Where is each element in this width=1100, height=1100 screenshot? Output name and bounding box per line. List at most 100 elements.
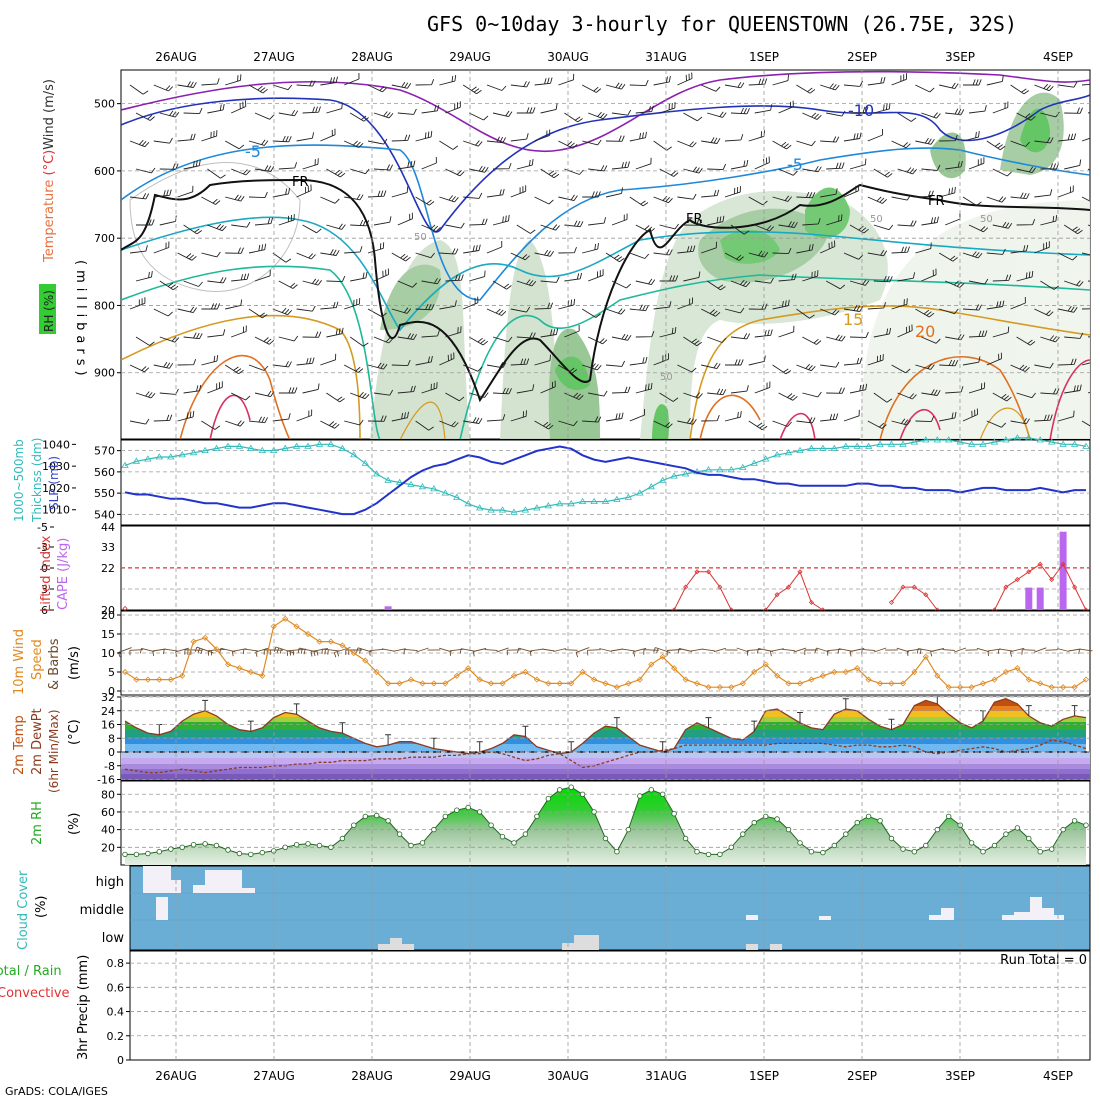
wind-barb	[897, 272, 916, 282]
y-tick-label: 0	[108, 746, 115, 759]
wind-barb	[153, 137, 173, 144]
wind-barb	[516, 384, 535, 394]
temperature-label: Temperature	[42, 180, 57, 263]
wind-barb	[992, 392, 1012, 402]
wind-barb	[629, 408, 646, 422]
rh-marker	[431, 826, 437, 833]
wind-barb	[463, 140, 483, 147]
wind-speed-marker	[808, 676, 815, 683]
wind-barb	[611, 280, 632, 289]
wind-speed-marker	[636, 676, 643, 683]
thickness-marker	[956, 438, 964, 445]
wind-axis: 0 5 10 15 20	[101, 609, 121, 698]
y-tick-label: 10	[101, 647, 115, 660]
wind-barb	[343, 364, 364, 373]
wind-barb	[1064, 384, 1082, 394]
wind-barb	[629, 304, 649, 312]
wind-barb	[510, 358, 530, 366]
y-tick-label: -5	[37, 521, 48, 534]
wind-barb	[635, 278, 656, 286]
wind-speed-marker	[533, 676, 540, 683]
wind-barb	[349, 336, 369, 347]
wind-barb	[772, 195, 792, 202]
wind-barb	[344, 72, 360, 86]
thickness-marker	[315, 440, 324, 447]
wind-barb	[540, 103, 558, 114]
wind-barb	[724, 411, 742, 422]
wind-barb	[897, 392, 917, 400]
wind-barb	[700, 308, 721, 317]
wind-barb	[986, 300, 1005, 310]
surface-wind-barb	[255, 647, 269, 657]
thickness-marker	[1059, 440, 1067, 447]
wind-barb	[891, 364, 911, 374]
surface-wind-barb	[242, 648, 258, 655]
rh-marker	[442, 813, 448, 820]
wind-barb	[1081, 196, 1090, 202]
wind-barb	[225, 420, 245, 427]
rh-marker	[774, 816, 780, 822]
rh-marker	[190, 842, 197, 848]
wind-barb	[968, 224, 989, 233]
thickness-line	[124, 437, 1087, 513]
wind-barb	[683, 336, 702, 347]
wind-barb	[588, 390, 608, 397]
temp2m-label-4: (°C)	[67, 719, 82, 745]
wind-barb	[945, 386, 964, 394]
wind-barb	[754, 156, 770, 170]
wind-speed-marker	[385, 680, 392, 687]
date-label-top: 27AUG	[253, 50, 295, 64]
lifted-index-marker	[705, 569, 712, 575]
wind-barb	[843, 357, 863, 366]
wind-barb	[367, 308, 387, 318]
thickness-marker	[281, 444, 289, 451]
cape-tick-label: 20	[101, 604, 115, 617]
wind-barb	[135, 391, 156, 399]
wind-barb	[659, 223, 679, 230]
wind-barb	[296, 409, 313, 422]
cloud-panel: high middle low Cloud Cover (%)	[16, 865, 1091, 951]
thickness-marker	[567, 500, 575, 507]
thickness-marker	[967, 440, 976, 447]
wind-barb	[486, 240, 503, 254]
wind-barb	[445, 101, 461, 114]
y-tick-label: -3	[37, 541, 48, 554]
wind-speed-marker	[476, 676, 483, 683]
wind-barb	[891, 298, 908, 310]
wind-barb	[225, 194, 245, 202]
wind-barb	[748, 196, 768, 206]
wind-barb	[582, 139, 602, 146]
wind-barb	[350, 168, 370, 175]
wind-barb	[724, 186, 741, 198]
wind-barb	[224, 364, 244, 375]
rh-marker	[133, 851, 140, 858]
wind-speed-marker	[350, 649, 357, 657]
wind-barb	[1064, 159, 1082, 170]
rh-marker	[980, 849, 986, 855]
wind-unit: (m/s)	[42, 79, 57, 117]
precip-convective-label: Convective	[0, 986, 70, 1001]
wind-barb	[849, 224, 869, 234]
y-tick-label: 570	[94, 445, 115, 458]
wind-barb	[153, 308, 173, 317]
wind-barb	[820, 308, 840, 316]
rh-marker	[831, 842, 837, 849]
wind-barb	[367, 415, 387, 422]
wind-barb	[421, 330, 440, 338]
temperature-mask	[121, 697, 1090, 754]
wind-barb	[653, 353, 669, 366]
wind-barb	[391, 411, 409, 422]
wind-speed-marker	[945, 684, 952, 691]
date-label-bottom: 30AUG	[547, 1069, 589, 1083]
surface-wind-barb	[310, 647, 328, 657]
wind-barb	[725, 359, 744, 366]
pressure-axis: 500 600 700 800 900	[94, 98, 121, 380]
wind-barb	[605, 82, 626, 90]
wind-barb	[445, 326, 462, 338]
date-label-bottom: 28AUG	[351, 1069, 393, 1083]
wind-barb	[159, 336, 180, 343]
rh-marker	[568, 784, 574, 790]
wind-barb	[581, 308, 601, 318]
wind10-label-4: (m/s)	[67, 646, 82, 680]
chart-title: GFS 0~10day 3-hourly for QUEENSTOWN (26.…	[427, 12, 1017, 36]
